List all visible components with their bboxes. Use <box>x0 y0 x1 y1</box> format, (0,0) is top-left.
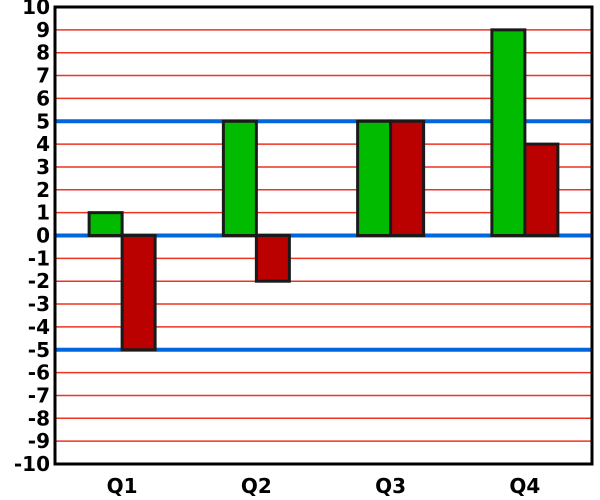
bar <box>221 119 258 237</box>
y-tick-label: -3 <box>28 292 50 316</box>
x-tick-label: Q2 <box>241 474 272 498</box>
y-tick-label: -1 <box>28 246 50 270</box>
bar <box>356 119 393 237</box>
y-tick-label: -10 <box>14 452 50 476</box>
y-tick-label: -8 <box>28 406 50 430</box>
y-tick-label: 9 <box>36 18 50 42</box>
plot-frame <box>53 5 594 466</box>
y-tick-label: 4 <box>36 132 50 156</box>
y-tick-label: -6 <box>28 361 50 385</box>
y-tick-label: 7 <box>36 64 50 88</box>
y-tick-label: 2 <box>36 178 50 202</box>
bar <box>254 234 291 283</box>
x-tick-label: Q4 <box>509 474 540 498</box>
x-tick-label: Q1 <box>107 474 138 498</box>
y-tick-label: 1 <box>36 201 50 225</box>
bar <box>389 119 426 237</box>
y-tick-label: -4 <box>28 315 50 339</box>
bar <box>490 28 527 237</box>
bars <box>87 28 560 352</box>
x-axis-tick-labels: Q1 Q2 Q3 Q4 <box>107 474 541 498</box>
x-tick-label: Q3 <box>375 474 406 498</box>
y-tick-label: 10 <box>22 0 50 19</box>
y-tick-label: 8 <box>36 41 50 65</box>
y-tick-label: -9 <box>28 429 50 453</box>
y-tick-label: -2 <box>28 269 50 293</box>
bar <box>120 234 157 352</box>
y-tick-label: 6 <box>36 86 50 110</box>
bar <box>523 142 560 238</box>
y-tick-label: -5 <box>28 338 50 362</box>
bar <box>87 211 124 237</box>
y-tick-label: -7 <box>28 383 50 407</box>
y-tick-label: 5 <box>36 109 50 133</box>
y-tick-label: 0 <box>36 224 50 248</box>
y-tick-label: 3 <box>36 155 50 179</box>
